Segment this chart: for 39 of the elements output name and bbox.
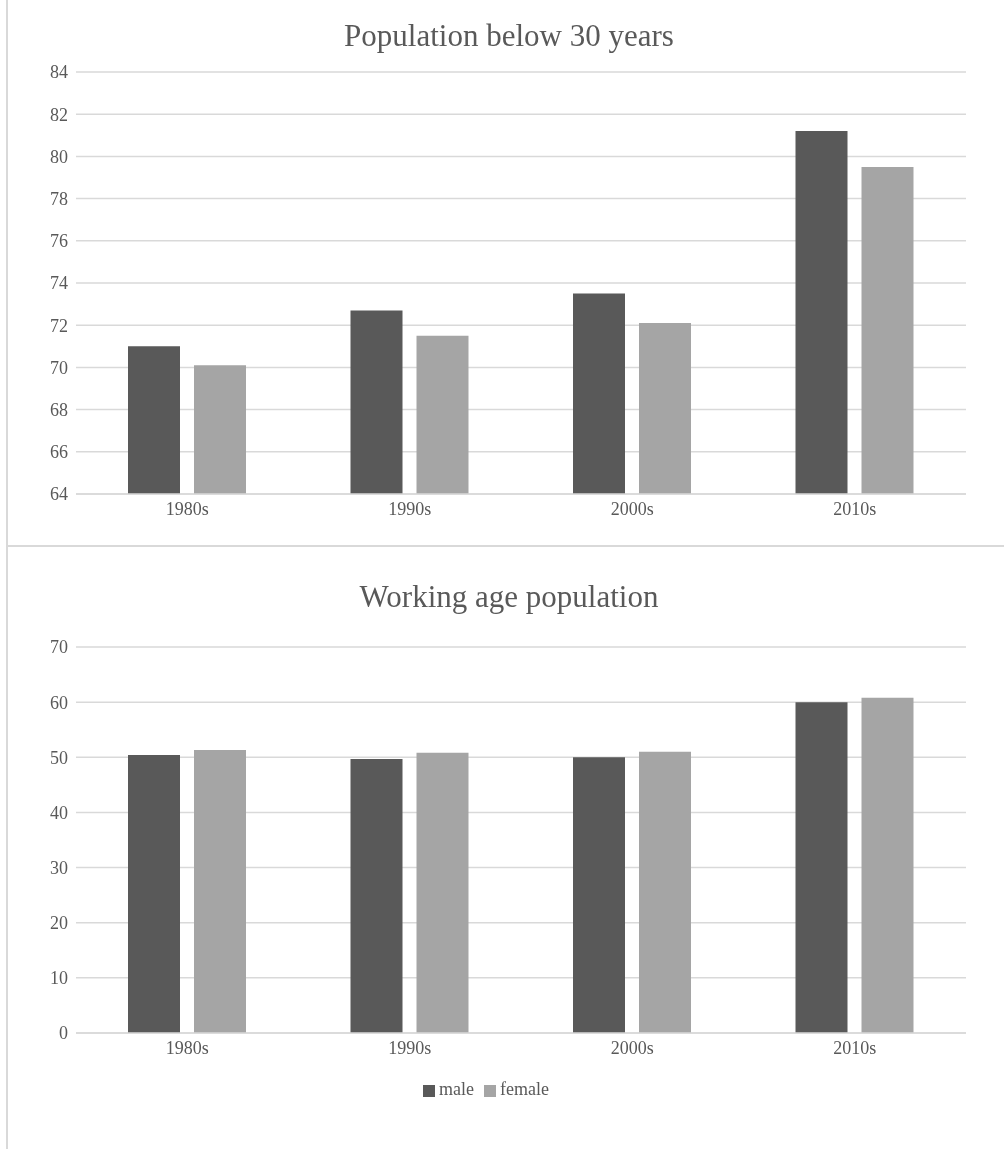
bar — [573, 757, 625, 1033]
chart-title: Population below 30 years — [344, 18, 674, 53]
bar — [416, 752, 469, 1033]
x-tick-label: 2010s — [833, 1037, 877, 1058]
x-tick-label: 1980s — [165, 498, 209, 519]
bar — [128, 755, 180, 1033]
y-tick-label: 78 — [50, 188, 68, 209]
bar — [194, 750, 246, 1033]
y-tick-label: 84 — [50, 62, 68, 83]
x-tick-label: 2010s — [833, 498, 877, 519]
bar — [350, 758, 403, 1033]
x-tick-label: 1980s — [165, 1037, 209, 1058]
y-tick-label: 10 — [50, 968, 68, 989]
bar — [795, 702, 848, 1033]
y-tick-label: 70 — [50, 357, 68, 378]
legend-label: female — [500, 1079, 549, 1099]
x-tick-label: 2000s — [610, 1037, 654, 1058]
legend-label: male — [439, 1079, 474, 1099]
y-tick-label: 68 — [50, 399, 68, 420]
x-tick-label: 2000s — [610, 498, 654, 519]
y-tick-label: 60 — [50, 692, 68, 713]
y-tick-label: 50 — [50, 747, 68, 768]
y-tick-label: 72 — [50, 315, 68, 336]
y-tick-label: 70 — [50, 637, 68, 658]
chart-title: Working age population — [359, 579, 659, 614]
x-tick-label: 1990s — [388, 1037, 432, 1058]
bar — [861, 697, 914, 1033]
y-tick-label: 76 — [50, 231, 68, 252]
y-tick-label: 64 — [50, 484, 68, 505]
y-tick-label: 40 — [50, 802, 68, 823]
y-tick-label: 66 — [50, 442, 68, 463]
y-tick-label: 74 — [50, 273, 68, 294]
bar — [639, 751, 691, 1033]
y-tick-label: 0 — [59, 1023, 68, 1044]
y-tick-label: 20 — [50, 913, 68, 934]
y-tick-label: 82 — [50, 104, 68, 125]
y-tick-label: 80 — [50, 146, 68, 167]
x-tick-label: 1990s — [388, 498, 432, 519]
y-tick-label: 30 — [50, 857, 68, 878]
